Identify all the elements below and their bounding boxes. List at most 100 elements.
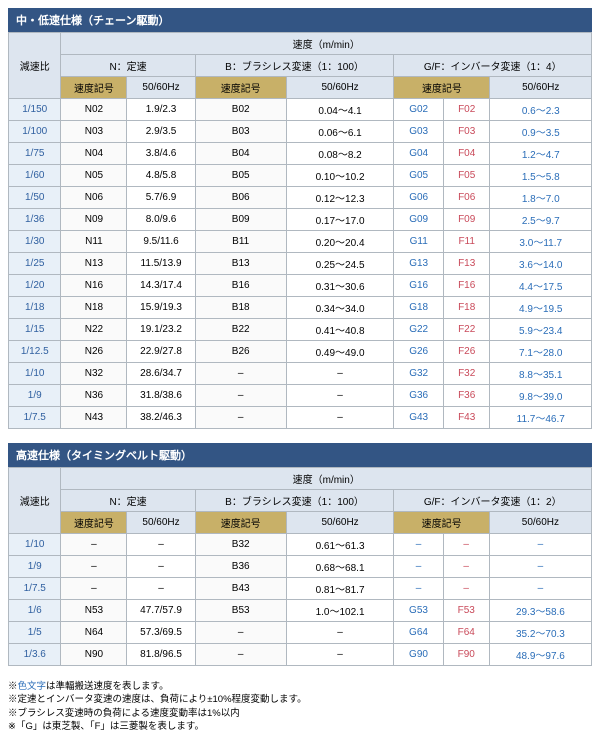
ratio-cell: 1/36 bbox=[9, 209, 61, 231]
g-code: G22 bbox=[394, 319, 444, 341]
col-ratio: 減速比 bbox=[9, 468, 61, 534]
group-n: N：定速 bbox=[61, 55, 195, 77]
b-code: B02 bbox=[195, 99, 286, 121]
f-code: F64 bbox=[443, 622, 489, 644]
b-code: B53 bbox=[195, 600, 286, 622]
table-row: 1/9N3631.8/38.6––G36F369.8～39.0 bbox=[9, 385, 592, 407]
table-row: 1/3.6N9081.8/96.5––G90F9048.9～97.6 bbox=[9, 644, 592, 666]
n-code: N09 bbox=[61, 209, 127, 231]
b-hz: 1.0～102.1 bbox=[286, 600, 394, 622]
n-code: N18 bbox=[61, 297, 127, 319]
sub-hz: 50/60Hz bbox=[127, 512, 195, 534]
f-code: F90 bbox=[443, 644, 489, 666]
note: ※ bbox=[8, 681, 18, 692]
ratio-cell: 1/60 bbox=[9, 165, 61, 187]
b-code: B06 bbox=[195, 187, 286, 209]
b-code: B03 bbox=[195, 121, 286, 143]
g-code: G16 bbox=[394, 275, 444, 297]
ratio-cell: 1/12.5 bbox=[9, 341, 61, 363]
spec-table: 減速比速度（m/min）N：定速B：ブラシレス変速（1：100）G/F：インバー… bbox=[8, 32, 592, 429]
b-hz: – bbox=[286, 363, 394, 385]
table-row: 1/150N021.9/2.3B020.04～4.1G02F020.6～2.3 bbox=[9, 99, 592, 121]
n-hz: 8.0/9.6 bbox=[127, 209, 195, 231]
n-hz: 3.8/4.6 bbox=[127, 143, 195, 165]
spec-table: 減速比速度（m/min）N：定速B：ブラシレス変速（1：100）G/F：インバー… bbox=[8, 467, 592, 666]
ratio-cell: 1/7.5 bbox=[9, 407, 61, 429]
sub-hz: 50/60Hz bbox=[286, 77, 394, 99]
b-hz: 0.68～68.1 bbox=[286, 556, 394, 578]
n-code: N43 bbox=[61, 407, 127, 429]
b-hz: 0.81～81.7 bbox=[286, 578, 394, 600]
n-code: N04 bbox=[61, 143, 127, 165]
g-code: G32 bbox=[394, 363, 444, 385]
n-hz: 9.5/11.6 bbox=[127, 231, 195, 253]
f-code: – bbox=[443, 578, 489, 600]
g-code: G06 bbox=[394, 187, 444, 209]
table-row: 1/18N1815.9/19.3B180.34～34.0G18F184.9～19… bbox=[9, 297, 592, 319]
ratio-cell: 1/75 bbox=[9, 143, 61, 165]
gf-hz: 4.9～19.5 bbox=[490, 297, 592, 319]
gf-hz: 2.5～9.7 bbox=[490, 209, 592, 231]
n-code: N06 bbox=[61, 187, 127, 209]
n-code: – bbox=[61, 534, 127, 556]
ratio-cell: 1/5 bbox=[9, 622, 61, 644]
n-code: N22 bbox=[61, 319, 127, 341]
b-hz: 0.12～12.3 bbox=[286, 187, 394, 209]
n-hz: – bbox=[127, 578, 195, 600]
f-code: F05 bbox=[443, 165, 490, 187]
f-code: F06 bbox=[443, 187, 490, 209]
b-code: B36 bbox=[195, 556, 286, 578]
b-hz: 0.25～24.5 bbox=[286, 253, 394, 275]
n-hz: 28.6/34.7 bbox=[127, 363, 195, 385]
table-row: 1/30N119.5/11.6B110.20～20.4G11F113.0～11.… bbox=[9, 231, 592, 253]
g-code: – bbox=[394, 556, 443, 578]
sub-hz: 50/60Hz bbox=[127, 77, 195, 99]
table-row: 1/60N054.8/5.8B050.10～10.2G05F051.5～5.8 bbox=[9, 165, 592, 187]
b-code: B11 bbox=[195, 231, 286, 253]
b-hz: 0.06～6.1 bbox=[286, 121, 394, 143]
sub-hz: 50/60Hz bbox=[286, 512, 394, 534]
ratio-cell: 1/7.5 bbox=[9, 578, 61, 600]
n-hz: 38.2/46.3 bbox=[127, 407, 195, 429]
table-row: 1/15N2219.1/23.2B220.41～40.8G22F225.9～23… bbox=[9, 319, 592, 341]
b-hz: 0.08～8.2 bbox=[286, 143, 394, 165]
gf-hz: 4.4～17.5 bbox=[490, 275, 592, 297]
b-code: B04 bbox=[195, 143, 286, 165]
b-code: B43 bbox=[195, 578, 286, 600]
n-hz: 11.5/13.9 bbox=[127, 253, 195, 275]
b-code: B32 bbox=[195, 534, 286, 556]
n-code: N11 bbox=[61, 231, 127, 253]
g-code: G43 bbox=[394, 407, 444, 429]
n-hz: 4.8/5.8 bbox=[127, 165, 195, 187]
b-code: B13 bbox=[195, 253, 286, 275]
n-hz: 81.8/96.5 bbox=[127, 644, 195, 666]
f-code: – bbox=[443, 534, 489, 556]
gf-hz: 1.2～4.7 bbox=[490, 143, 592, 165]
b-hz: – bbox=[286, 644, 394, 666]
table-row: 1/7.5N4338.2/46.3––G43F4311.7～46.7 bbox=[9, 407, 592, 429]
n-hz: 22.9/27.8 bbox=[127, 341, 195, 363]
b-hz: 0.10～10.2 bbox=[286, 165, 394, 187]
group-n: N：定速 bbox=[61, 490, 195, 512]
f-code: F36 bbox=[443, 385, 490, 407]
n-code: N16 bbox=[61, 275, 127, 297]
b-code: – bbox=[195, 644, 286, 666]
ratio-cell: 1/15 bbox=[9, 319, 61, 341]
ratio-cell: 1/10 bbox=[9, 534, 61, 556]
section-title: 高速仕様（タイミングベルト駆動） bbox=[8, 443, 592, 467]
ratio-cell: 1/25 bbox=[9, 253, 61, 275]
n-hz: 1.9/2.3 bbox=[127, 99, 195, 121]
sub-code: 速度記号 bbox=[195, 512, 286, 534]
ratio-cell: 1/100 bbox=[9, 121, 61, 143]
n-hz: 2.9/3.5 bbox=[127, 121, 195, 143]
table-row: 1/36N098.0/9.6B090.17～17.0G09F092.5～9.7 bbox=[9, 209, 592, 231]
table-row: 1/10––B320.61～61.3––– bbox=[9, 534, 592, 556]
table-row: 1/75N043.8/4.6B040.08～8.2G04F041.2～4.7 bbox=[9, 143, 592, 165]
b-hz: 0.17～17.0 bbox=[286, 209, 394, 231]
g-code: G05 bbox=[394, 165, 444, 187]
n-code: N05 bbox=[61, 165, 127, 187]
g-code: – bbox=[394, 578, 443, 600]
ratio-cell: 1/3.6 bbox=[9, 644, 61, 666]
sub-code: 速度記号 bbox=[61, 77, 127, 99]
g-code: G18 bbox=[394, 297, 444, 319]
